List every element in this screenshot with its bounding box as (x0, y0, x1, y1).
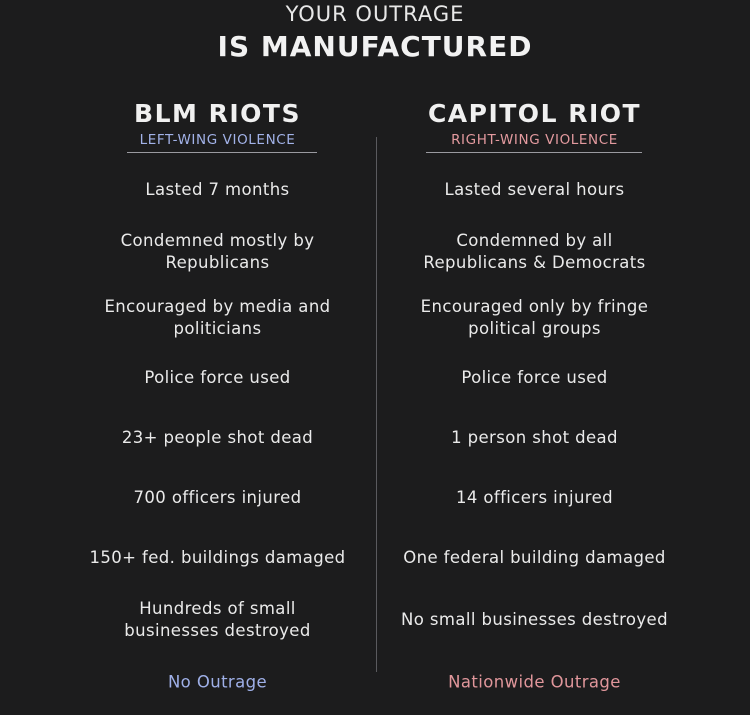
right-column: CAPITOL RIOT RIGHT-WING VIOLENCE Lasted … (372, 0, 697, 715)
header-line-2: IS MANUFACTURED (217, 30, 533, 63)
left-column-subtitle: LEFT-WING VIOLENCE (139, 132, 296, 148)
left-row-police: Police force used (144, 368, 291, 387)
right-subtitle-underline (426, 152, 642, 153)
left-row-condemned: Condemned mostly by Republicans (120, 231, 315, 272)
right-row-duration: Lasted several hours (444, 180, 625, 199)
right-column-title: CAPITOL RIOT (427, 99, 642, 128)
header-line-1: YOUR OUTRAGE (285, 2, 465, 26)
left-row-buildings: 150+ fed. buildings damaged (89, 548, 346, 567)
right-row-businesses: No small businesses destroyed (401, 610, 668, 629)
right-row-condemned: Condemned by all Republicans & Democrats (423, 231, 646, 272)
right-row-buildings: One federal building damaged (403, 548, 666, 567)
right-row-deaths: 1 person shot dead (451, 428, 618, 447)
left-column: BLM RIOTS LEFT-WING VIOLENCE Lasted 7 mo… (30, 0, 405, 715)
right-row-police: Police force used (461, 368, 608, 387)
right-footer: Nationwide Outrage (448, 672, 621, 692)
left-subtitle-underline (127, 152, 317, 153)
left-footer: No Outrage (167, 672, 268, 692)
right-column-subtitle: RIGHT-WING VIOLENCE (451, 132, 618, 148)
left-row-officers: 700 officers injured (133, 488, 302, 507)
left-row-deaths: 23+ people shot dead (121, 428, 314, 447)
left-row-businesses: Hundreds of small businesses destroyed (124, 599, 311, 640)
left-row-encouraged: Encouraged by media and politicians (104, 297, 331, 338)
left-column-title: BLM RIOTS (134, 99, 301, 128)
column-divider (376, 137, 377, 672)
left-row-duration: Lasted 7 months (145, 180, 290, 199)
right-row-encouraged: Encouraged only by fringe political grou… (420, 297, 649, 338)
right-row-officers: 14 officers injured (455, 488, 614, 507)
